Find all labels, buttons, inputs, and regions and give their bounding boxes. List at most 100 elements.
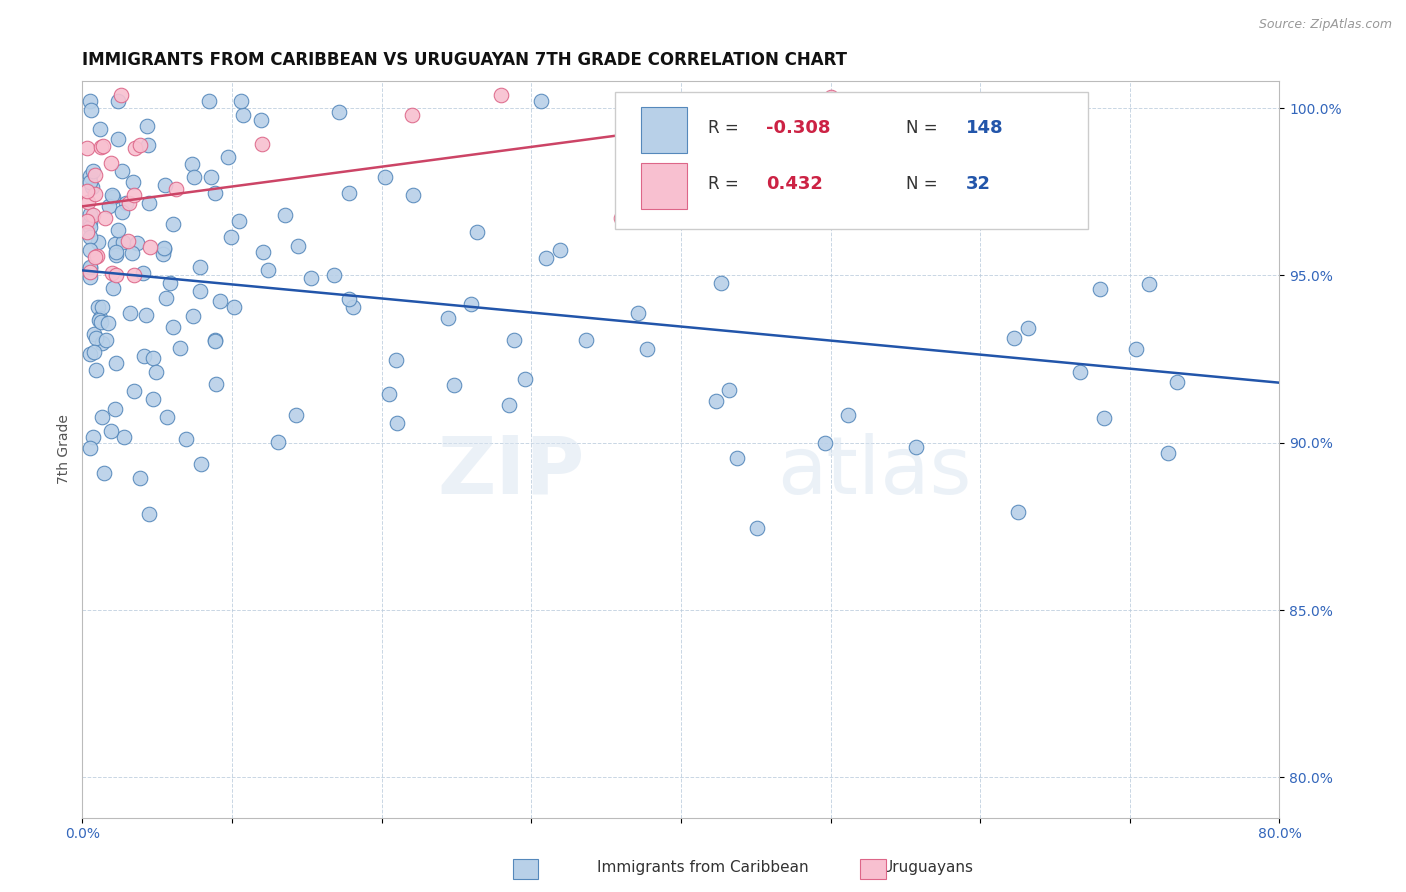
Point bbox=[323, 268, 346, 282]
Text: Uruguayans: Uruguayans bbox=[882, 861, 974, 875]
Point bbox=[188, 284, 211, 298]
Point bbox=[374, 170, 396, 185]
Point bbox=[530, 95, 553, 109]
Point bbox=[125, 235, 148, 250]
Text: 0.432: 0.432 bbox=[766, 176, 823, 194]
Point bbox=[145, 365, 167, 379]
Point bbox=[814, 436, 837, 450]
Point bbox=[536, 251, 558, 265]
Point bbox=[169, 341, 191, 355]
Point bbox=[401, 108, 423, 122]
Point bbox=[285, 409, 308, 423]
Point bbox=[190, 458, 212, 472]
Point bbox=[610, 211, 633, 225]
Point bbox=[252, 245, 274, 260]
Point bbox=[342, 301, 364, 315]
Point bbox=[217, 150, 239, 164]
Point bbox=[165, 181, 187, 195]
Point bbox=[115, 195, 138, 210]
Point bbox=[82, 208, 104, 222]
Point bbox=[80, 180, 103, 194]
Point bbox=[129, 138, 152, 153]
Point bbox=[162, 217, 184, 231]
Point bbox=[710, 276, 733, 290]
Text: R =: R = bbox=[709, 119, 740, 136]
Text: N =: N = bbox=[905, 119, 938, 136]
Point bbox=[1017, 320, 1039, 334]
Point bbox=[111, 163, 134, 178]
Point bbox=[90, 315, 112, 329]
Point bbox=[1069, 365, 1091, 379]
Point bbox=[93, 467, 115, 481]
Point bbox=[136, 138, 159, 153]
Point bbox=[98, 199, 121, 213]
Point bbox=[228, 214, 250, 228]
Point bbox=[550, 243, 572, 257]
Point bbox=[273, 209, 295, 223]
Point bbox=[385, 352, 408, 367]
Point bbox=[636, 342, 658, 356]
Point bbox=[79, 265, 101, 279]
Point bbox=[110, 87, 132, 102]
Point bbox=[83, 345, 105, 359]
Point bbox=[200, 169, 222, 184]
Point bbox=[124, 141, 146, 155]
Point bbox=[287, 238, 309, 252]
Point bbox=[91, 410, 114, 425]
Point bbox=[82, 430, 104, 444]
Text: ZIP: ZIP bbox=[437, 433, 585, 510]
Point bbox=[86, 248, 108, 262]
Bar bbox=[641, 107, 688, 153]
Point bbox=[188, 260, 211, 274]
Text: IMMIGRANTS FROM CARIBBEAN VS URUGUAYAN 7TH GRADE CORRELATION CHART: IMMIGRANTS FROM CARIBBEAN VS URUGUAYAN 7… bbox=[83, 51, 848, 69]
Point bbox=[153, 242, 176, 256]
Point bbox=[76, 141, 98, 155]
Text: R =: R = bbox=[709, 176, 740, 194]
Point bbox=[91, 300, 114, 314]
Point bbox=[222, 300, 245, 314]
Point bbox=[79, 169, 101, 183]
Point bbox=[83, 187, 105, 202]
Point bbox=[135, 308, 157, 322]
Point bbox=[337, 186, 360, 200]
Point bbox=[79, 215, 101, 229]
Point bbox=[136, 120, 159, 134]
Point bbox=[79, 176, 101, 190]
Point bbox=[89, 122, 111, 136]
Point bbox=[162, 319, 184, 334]
Point bbox=[250, 112, 273, 127]
Point bbox=[204, 186, 226, 201]
Point bbox=[443, 378, 465, 392]
Point bbox=[153, 241, 176, 255]
Point bbox=[79, 230, 101, 244]
Point bbox=[121, 245, 143, 260]
Point bbox=[491, 87, 513, 102]
Point bbox=[498, 398, 520, 412]
Point bbox=[79, 260, 101, 275]
Point bbox=[122, 175, 145, 189]
Point bbox=[725, 451, 748, 466]
Point bbox=[76, 225, 98, 239]
Point bbox=[91, 139, 114, 153]
Point bbox=[138, 507, 160, 521]
Point bbox=[118, 195, 141, 210]
Point bbox=[79, 95, 101, 109]
Point bbox=[105, 244, 128, 259]
Point bbox=[156, 410, 179, 425]
Point bbox=[79, 442, 101, 456]
Point bbox=[132, 349, 155, 363]
Point bbox=[103, 280, 125, 294]
Point bbox=[1057, 146, 1080, 161]
Point bbox=[100, 156, 122, 170]
Point bbox=[94, 211, 117, 225]
Point bbox=[124, 268, 146, 283]
Point bbox=[138, 195, 160, 210]
Point bbox=[627, 306, 650, 320]
Point bbox=[1166, 375, 1188, 389]
Point bbox=[204, 334, 226, 348]
Bar bbox=[641, 163, 688, 209]
Point bbox=[79, 103, 101, 117]
Point bbox=[107, 222, 129, 236]
Point bbox=[122, 188, 145, 202]
Point bbox=[76, 184, 98, 198]
